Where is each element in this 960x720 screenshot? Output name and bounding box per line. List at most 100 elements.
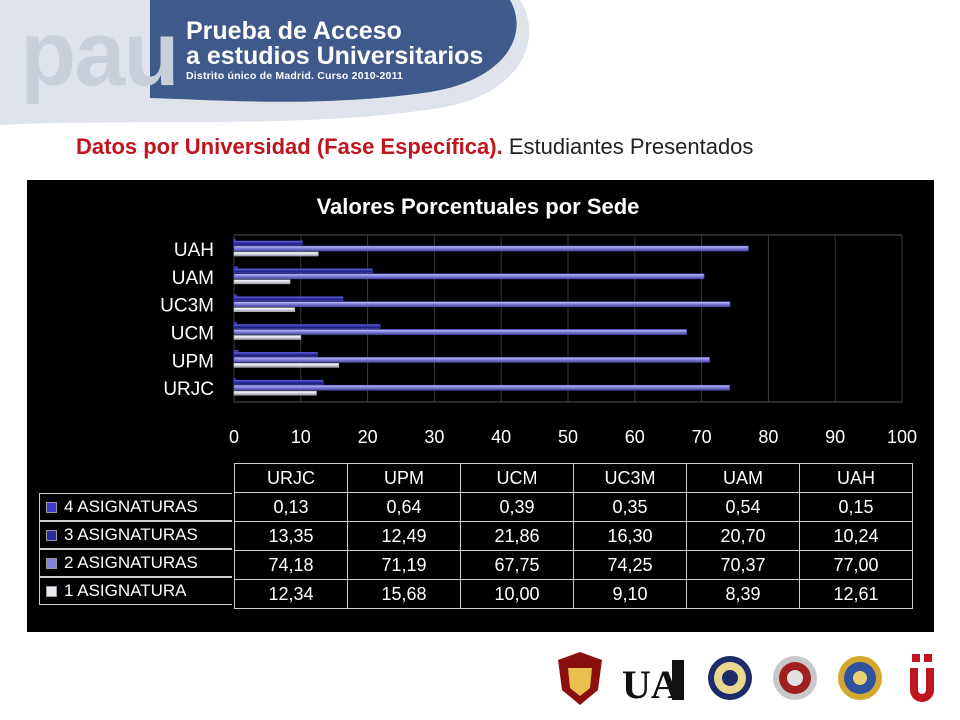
y-category-label: UAM bbox=[172, 268, 214, 289]
slide-title-highlight: Datos por Universidad (Fase Específica). bbox=[76, 134, 503, 159]
table-cell: 0,15 bbox=[799, 492, 913, 522]
uah-logo-icon bbox=[910, 654, 934, 702]
x-tick-label: 40 bbox=[491, 427, 511, 447]
table-header-cell: UCM bbox=[460, 463, 574, 493]
legend-swatch-icon bbox=[46, 502, 57, 513]
bar bbox=[233, 357, 710, 363]
table-header-cell: UPM bbox=[347, 463, 461, 493]
y-category-label: UAH bbox=[174, 240, 214, 261]
uc3m-seal-icon bbox=[708, 656, 752, 700]
table-cell: 0,13 bbox=[234, 492, 348, 522]
x-tick-label: 30 bbox=[424, 427, 444, 447]
bar bbox=[233, 384, 730, 391]
bar bbox=[233, 307, 296, 312]
x-tick-label: 10 bbox=[291, 427, 311, 447]
slide-title-rest: Estudiantes Presentados bbox=[502, 134, 754, 159]
bar bbox=[233, 273, 705, 280]
legend-label: 2 ASIGNATURAS bbox=[64, 553, 198, 572]
urjc-crest-icon bbox=[558, 652, 602, 705]
table-cell: 74,25 bbox=[573, 550, 687, 580]
table-cell: 77,00 bbox=[799, 550, 913, 580]
table-header-row: URJC UPM UCM UC3M UAM UAH bbox=[234, 463, 913, 493]
pau-logo: pau bbox=[20, 3, 180, 105]
x-tick-label: 100 bbox=[887, 427, 917, 447]
legend-swatch-icon bbox=[46, 586, 57, 597]
x-tick-label: 80 bbox=[758, 427, 778, 447]
bar bbox=[233, 251, 319, 257]
x-tick-label: 20 bbox=[358, 427, 378, 447]
bar bbox=[233, 240, 303, 246]
ucm-seal-icon bbox=[773, 656, 817, 700]
bar-chart: Valores Porcentuales por Sede 0 10 20 30 40 5… bbox=[160, 194, 917, 447]
table-header-cell: URJC bbox=[234, 463, 348, 493]
table-cell: 67,75 bbox=[460, 550, 574, 580]
header-banner bbox=[0, 0, 530, 125]
table-cell: 15,68 bbox=[347, 579, 461, 609]
table-cell: 71,19 bbox=[347, 550, 461, 580]
chart-title: Valores Porcentuales por Sede bbox=[317, 194, 640, 219]
bar bbox=[233, 335, 302, 340]
header-subtitle: Distrito único de Madrid. Curso 2010-201… bbox=[186, 70, 404, 82]
y-category-label: UPM bbox=[172, 351, 214, 372]
y-category-label: UC3M bbox=[160, 296, 214, 317]
upm-seal-icon bbox=[838, 656, 882, 700]
table-cell: 8,39 bbox=[686, 579, 800, 609]
legend-label: 3 ASIGNATURAS bbox=[64, 525, 198, 544]
legend-item: 2 ASIGNATURAS bbox=[39, 549, 232, 577]
table-cell: 0,39 bbox=[460, 492, 574, 522]
table-cell: 74,18 bbox=[234, 550, 348, 580]
table-cell: 12,49 bbox=[347, 521, 461, 551]
x-tick-label: 50 bbox=[558, 427, 578, 447]
bar bbox=[233, 268, 373, 274]
x-tick-label: 70 bbox=[692, 427, 712, 447]
legend-item: 4 ASIGNATURAS bbox=[39, 493, 232, 521]
header-title-line1: Prueba de Acceso bbox=[186, 17, 402, 45]
data-table: URJC UPM UCM UC3M UAM UAH 0,13 0,64 0,39 0,35 0,5… bbox=[234, 463, 913, 609]
bar bbox=[233, 301, 731, 307]
bar bbox=[233, 352, 318, 357]
university-logos: UA bbox=[558, 652, 934, 707]
bar bbox=[233, 279, 291, 285]
bar bbox=[233, 350, 239, 353]
table-cell: 0,64 bbox=[347, 492, 461, 522]
legend: 4 ASIGNATURAS 3 ASIGNATURAS 2 ASIGNATURAS 1… bbox=[39, 493, 232, 607]
svg-text:UA: UA bbox=[622, 662, 680, 707]
bar bbox=[233, 379, 324, 385]
table-cell: 10,24 bbox=[799, 521, 913, 551]
table-cell: 0,54 bbox=[686, 492, 800, 522]
table-cell: 12,34 bbox=[234, 579, 348, 609]
header-title-line2: a estudios Universitarios bbox=[186, 42, 484, 70]
bar bbox=[233, 329, 687, 335]
bar bbox=[233, 296, 344, 301]
legend-swatch-icon bbox=[46, 530, 57, 541]
legend-item: 1 ASIGNATURA bbox=[39, 577, 232, 605]
legend-swatch-icon bbox=[46, 558, 57, 569]
bar bbox=[233, 238, 236, 242]
y-category-label: URJC bbox=[163, 379, 214, 400]
table-cell: 20,70 bbox=[686, 521, 800, 551]
table-cell: 21,86 bbox=[460, 521, 574, 551]
table-row: 12,34 15,68 10,00 9,10 8,39 12,61 bbox=[234, 579, 913, 609]
table-cell: 0,35 bbox=[573, 492, 687, 522]
table-cell: 70,37 bbox=[686, 550, 800, 580]
legend-label: 1 ASIGNATURA bbox=[64, 581, 187, 600]
table-header-cell: UAM bbox=[686, 463, 800, 493]
table-header-cell: UC3M bbox=[573, 463, 687, 493]
table-row: 0,13 0,64 0,39 0,35 0,54 0,15 bbox=[234, 492, 913, 522]
x-tick-label: 60 bbox=[625, 427, 645, 447]
bar bbox=[233, 324, 381, 329]
bar bbox=[233, 363, 340, 368]
table-cell: 10,00 bbox=[460, 579, 574, 609]
legend-item: 3 ASIGNATURAS bbox=[39, 521, 232, 549]
table-cell: 9,10 bbox=[573, 579, 687, 609]
uam-logo-icon: UA bbox=[622, 660, 684, 707]
table-cell: 16,30 bbox=[573, 521, 687, 551]
x-tick-label: 90 bbox=[825, 427, 845, 447]
slide-title: Datos por Universidad (Fase Específica).… bbox=[76, 134, 753, 160]
x-tick-label: 0 bbox=[229, 427, 239, 447]
chart-panel: Valores Porcentuales por Sede 0 10 20 30 40 5… bbox=[27, 180, 934, 632]
table-header-cell: UAH bbox=[799, 463, 913, 493]
y-category-label: UCM bbox=[171, 323, 214, 344]
bar bbox=[233, 245, 749, 252]
legend-label: 4 ASIGNATURAS bbox=[64, 497, 198, 516]
